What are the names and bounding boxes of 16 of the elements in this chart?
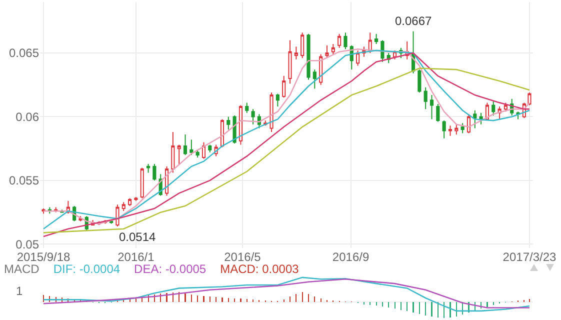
series-label: DIF: -0.0004 xyxy=(53,262,120,276)
x-tick-label: 2017/3/23 xyxy=(502,250,556,264)
x-tick-label: 2016/9 xyxy=(332,250,370,264)
text: 1 xyxy=(16,284,23,298)
annotation: 0.0514 xyxy=(119,230,156,244)
y-tick-label: 0.055 xyxy=(8,174,40,188)
x-tick-label: 2016/5 xyxy=(224,250,262,264)
series-label: MACD: 0.0003 xyxy=(220,262,299,276)
y-tick-label: 0.06 xyxy=(16,110,40,124)
annotation: 0.0667 xyxy=(395,14,432,28)
x-tick-label: 2015/9/18 xyxy=(16,250,71,264)
series-label: DEA: -0.0005 xyxy=(134,262,206,276)
y-tick-label: 0.05 xyxy=(16,237,40,252)
y-tick-label: 0.065 xyxy=(8,46,40,60)
chart-title: MACD xyxy=(4,262,40,276)
x-tick-label: 2016/1 xyxy=(118,250,155,264)
